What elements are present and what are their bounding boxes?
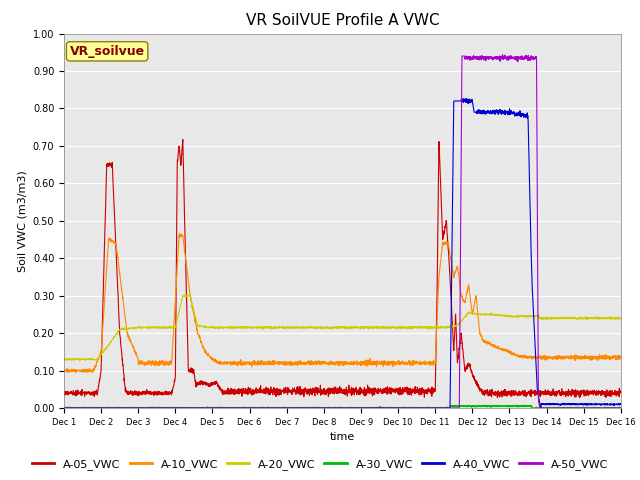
A-10_VWC	[72, 370, 79, 375]
Line: A-40_VWC: A-40_VWC	[64, 98, 621, 408]
A-30_VWC	[617, 405, 625, 410]
A-20_VWC	[617, 315, 625, 321]
A-40_VWC	[124, 405, 131, 411]
A-50_VWC	[617, 405, 625, 411]
Line: A-50_VWC: A-50_VWC	[64, 55, 621, 408]
A-20_VWC	[274, 324, 282, 330]
A-05_VWC	[547, 389, 554, 395]
A-30_VWC	[298, 405, 305, 410]
A-10_VWC	[60, 369, 68, 374]
A-30_VWC	[157, 405, 164, 411]
A-10_VWC	[617, 353, 625, 359]
A-50_VWC	[60, 405, 68, 411]
Text: VR_soilvue: VR_soilvue	[70, 45, 145, 58]
A-20_VWC	[60, 357, 68, 363]
A-05_VWC	[493, 395, 501, 400]
A-50_VWC	[546, 405, 554, 411]
A-05_VWC	[60, 390, 68, 396]
A-10_VWC	[124, 331, 132, 336]
Line: A-20_VWC: A-20_VWC	[64, 295, 621, 360]
Y-axis label: Soil VWC (m3/m3): Soil VWC (m3/m3)	[17, 170, 28, 272]
X-axis label: time: time	[330, 432, 355, 442]
A-40_VWC	[298, 405, 305, 411]
A-30_VWC	[274, 405, 282, 411]
A-50_VWC	[298, 405, 305, 411]
A-40_VWC	[60, 405, 68, 411]
A-05_VWC	[606, 393, 614, 398]
A-05_VWC	[617, 390, 625, 396]
A-05_VWC	[274, 389, 282, 395]
Line: A-30_VWC: A-30_VWC	[64, 405, 621, 408]
A-40_VWC	[274, 405, 282, 411]
A-05_VWC	[298, 392, 306, 397]
A-30_VWC	[546, 405, 554, 411]
A-20_VWC	[606, 315, 614, 321]
A-50_VWC	[124, 405, 131, 411]
A-50_VWC	[157, 405, 164, 411]
A-10_VWC	[274, 360, 282, 366]
Line: A-05_VWC: A-05_VWC	[64, 140, 621, 397]
A-30_VWC	[124, 405, 131, 411]
A-10_VWC	[606, 355, 614, 361]
A-40_VWC	[157, 405, 164, 411]
A-30_VWC	[606, 405, 614, 411]
A-40_VWC	[617, 402, 625, 408]
A-10_VWC	[176, 230, 184, 236]
A-05_VWC	[179, 137, 187, 143]
A-20_VWC	[298, 325, 306, 331]
A-10_VWC	[157, 360, 164, 366]
A-05_VWC	[124, 389, 131, 395]
A-40_VWC	[546, 401, 554, 407]
A-05_VWC	[157, 391, 164, 397]
A-50_VWC	[606, 405, 614, 411]
Title: VR SoilVUE Profile A VWC: VR SoilVUE Profile A VWC	[246, 13, 439, 28]
A-30_VWC	[60, 405, 68, 411]
Legend: A-05_VWC, A-10_VWC, A-20_VWC, A-30_VWC, A-40_VWC, A-50_VWC: A-05_VWC, A-10_VWC, A-20_VWC, A-30_VWC, …	[28, 455, 612, 474]
A-30_VWC	[463, 402, 470, 408]
A-20_VWC	[124, 326, 132, 332]
A-20_VWC	[547, 316, 554, 322]
A-20_VWC	[157, 325, 164, 331]
A-40_VWC	[458, 96, 465, 101]
A-20_VWC	[182, 292, 190, 298]
A-10_VWC	[547, 354, 554, 360]
A-50_VWC	[499, 52, 506, 58]
A-40_VWC	[606, 401, 614, 407]
A-50_VWC	[274, 405, 282, 411]
Line: A-10_VWC: A-10_VWC	[64, 233, 621, 372]
A-10_VWC	[298, 360, 306, 366]
A-20_VWC	[68, 358, 76, 363]
